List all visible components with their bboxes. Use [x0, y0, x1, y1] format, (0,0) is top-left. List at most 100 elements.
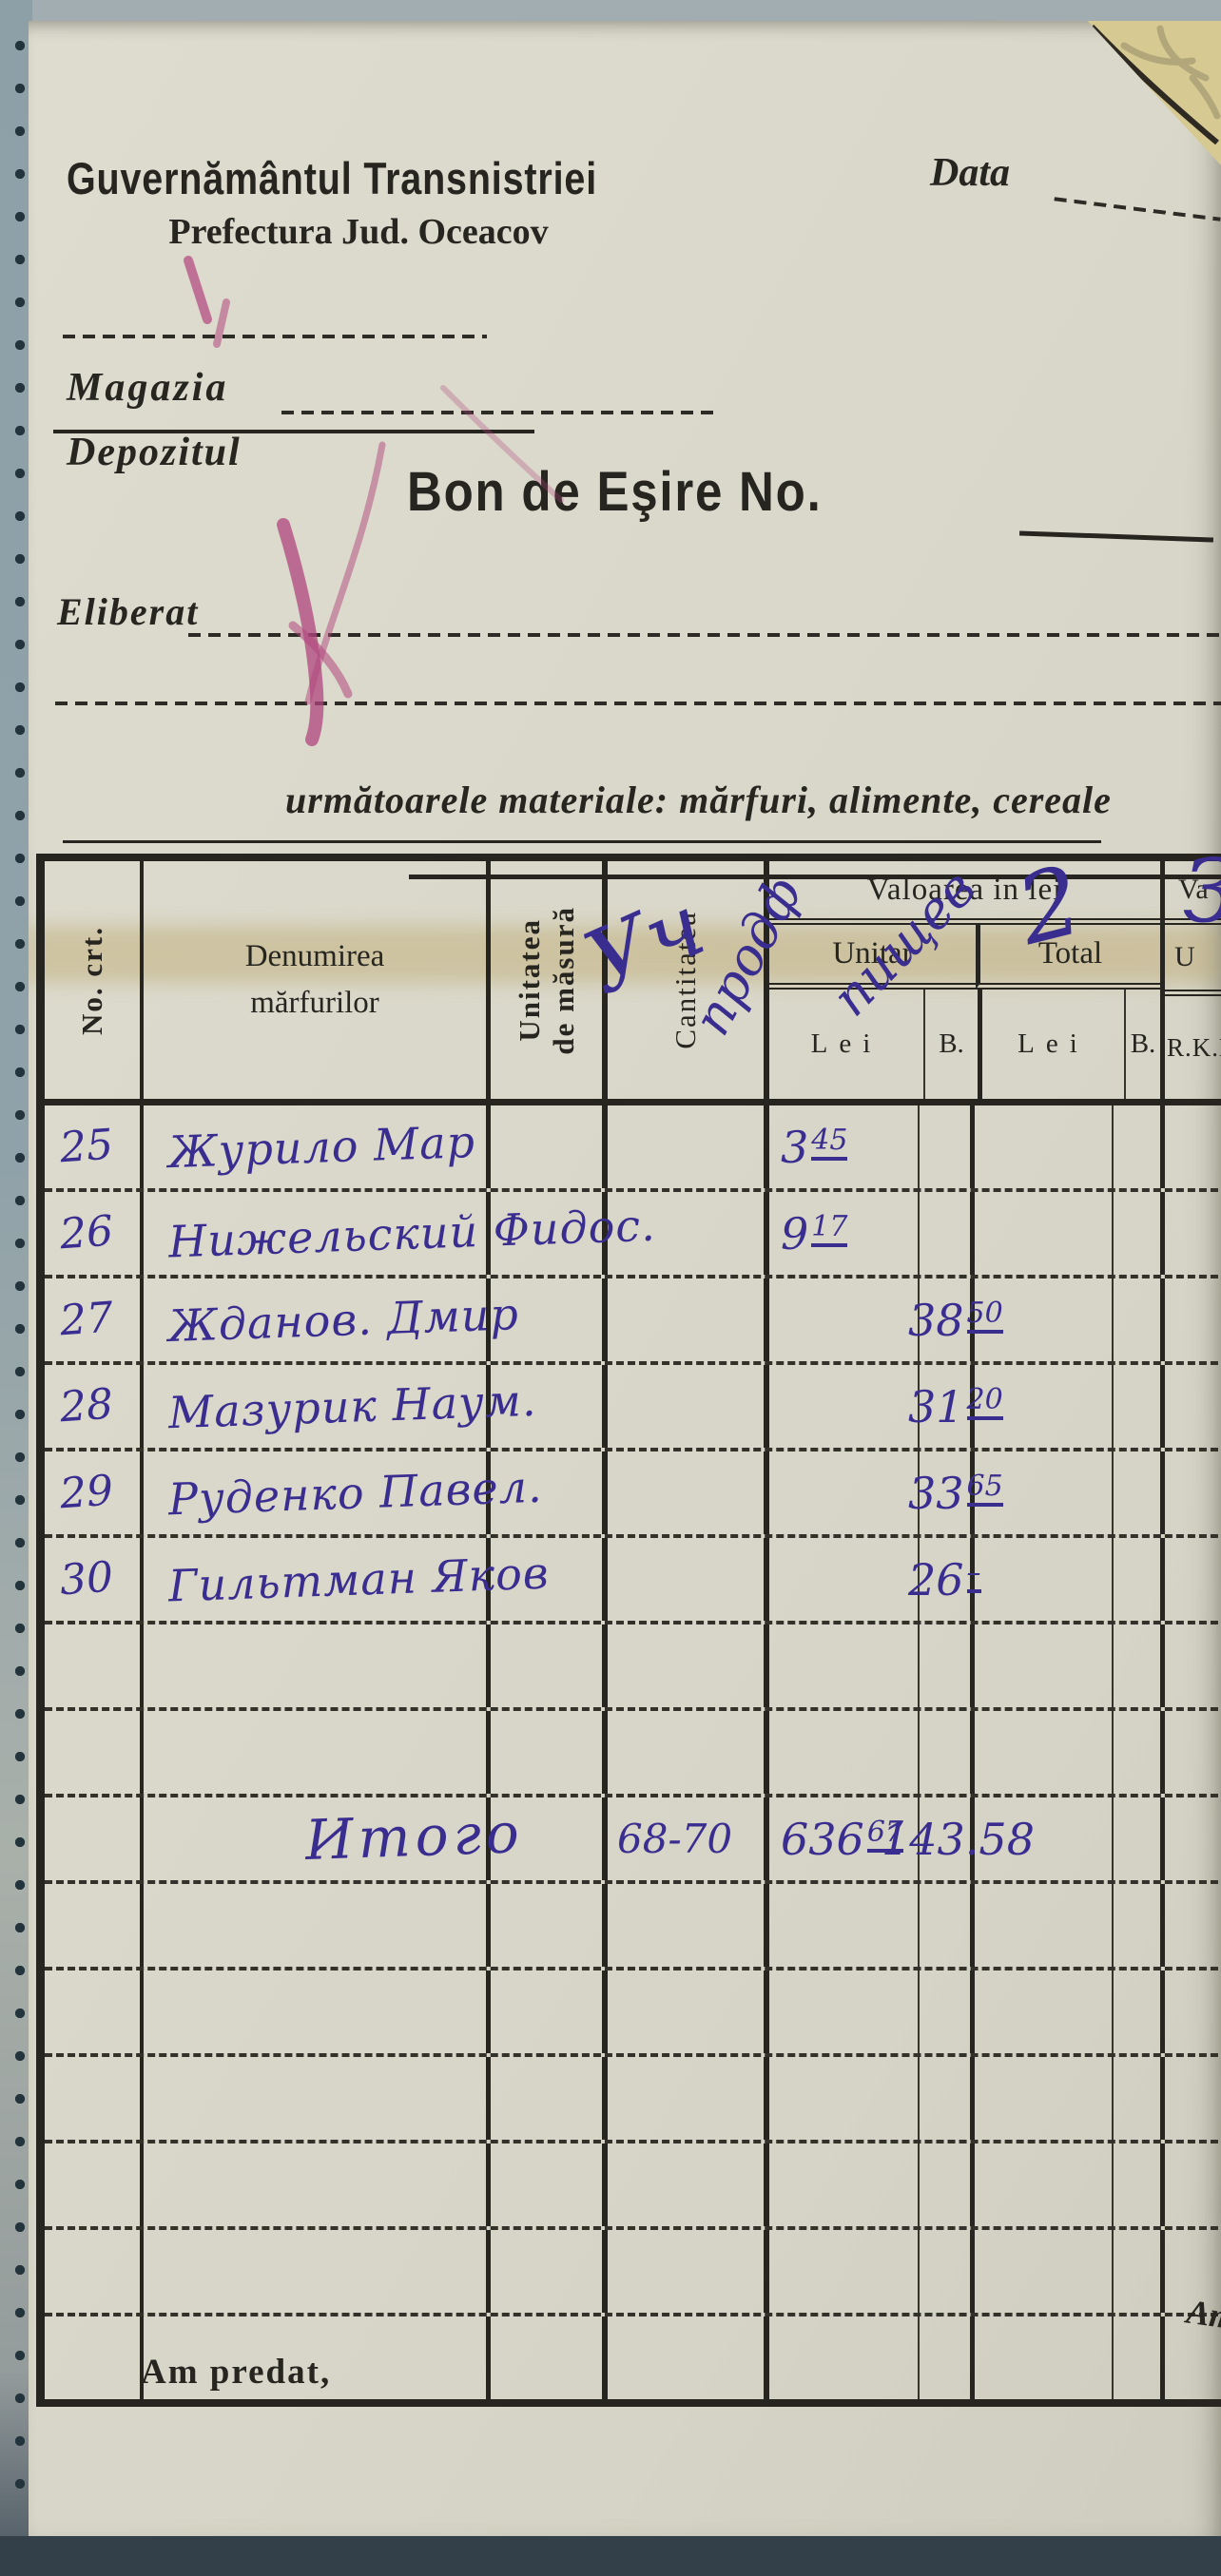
cell-denumirea: [140, 2316, 486, 2399]
table-row: 29 Руденко Павел. 33 65: [45, 1448, 1221, 1534]
cell-unitatea: [486, 2316, 602, 2399]
data-label: Data: [930, 151, 1010, 195]
cell-total-bani: [1112, 1797, 1160, 1880]
perforated-stub-edge: [0, 0, 32, 2576]
header-unitatea: Unitatea de măsură: [486, 861, 602, 1099]
cell-total-bani: [1112, 2316, 1160, 2399]
cell-unitar-lei: 3 45: [764, 1105, 918, 1188]
cell-unitar-bani: [918, 1970, 970, 2053]
cell-rkks: [1160, 2230, 1221, 2313]
cell-total-bani: [1112, 1105, 1160, 1188]
cell-denumirea: [140, 2143, 486, 2226]
cell-unitar-lei: [764, 2230, 918, 2313]
cell-cantitatea: [602, 1278, 764, 1361]
cell-total-lei: 26–: [908, 1538, 1112, 1621]
cell-no: [45, 2230, 140, 2313]
cell-denumirea: Жданов. Дмир: [140, 1278, 520, 1361]
cell-unitatea: [486, 1278, 602, 1361]
header-total-bani: B.: [1124, 990, 1160, 1099]
cell-rkks: [1160, 2057, 1221, 2140]
data-blank-line: [1054, 197, 1221, 221]
cell-total-lei: [970, 1711, 1112, 1794]
cell-unitatea: [486, 1711, 602, 1794]
cell-unitatea: [486, 1365, 602, 1448]
cell-rkks: [1160, 1538, 1221, 1621]
cell-cantitatea: [602, 1970, 764, 2053]
cell-cantitatea: [602, 1451, 764, 1534]
perforation-holes: [0, 25, 32, 2496]
cell-rkks: [1160, 1451, 1221, 1534]
cell-total-bani: [1112, 1192, 1160, 1275]
table-header: No. crt. Denumirea mărfurilor Unitatea d…: [45, 861, 1221, 1105]
cell-cantitatea: [602, 1624, 764, 1707]
cell-unitar-bani: [918, 1884, 970, 1967]
cell-no: 29: [58, 1466, 115, 1519]
cell-no: 28: [58, 1379, 115, 1432]
eliberat-label: Eliberat: [57, 590, 200, 633]
cell-no: [45, 2143, 140, 2226]
org-name: Guvernământul Transnistriei: [67, 153, 598, 203]
cell-unitatea: [486, 1192, 602, 1275]
cell-rkks: [1160, 1365, 1221, 1448]
am-partial-label: Am: [1184, 2292, 1221, 2337]
cell-unitar-lei: [764, 1970, 918, 2053]
desk-surface: [0, 2536, 1221, 2576]
cell-denumirea: [140, 1624, 486, 1707]
header-valoarea-lei-group: Valoarea in lei Unitar Total Lei B. Lei …: [764, 861, 1160, 1099]
cell-unitar-bani: [918, 1538, 970, 1621]
cell-cantitatea: [602, 2057, 764, 2140]
cell-denumirea: Мазурик Наум.: [140, 1365, 537, 1448]
magazia-blank-line: [281, 411, 719, 414]
table-row: 27 Жданов. Дмир 38 50: [45, 1275, 1221, 1361]
table-row: Итого 68-70 636 67 143.58: [45, 1794, 1221, 1880]
cell-total-bani: [1112, 1884, 1160, 1967]
paper-stain: [29, 926, 1221, 983]
cell-denumirea: [140, 1970, 486, 2053]
cell-total-bani: [1112, 2057, 1160, 2140]
cell-denumirea: Гильтман Яков: [140, 1538, 550, 1621]
table-row: [45, 1967, 1221, 2053]
cell-unitatea: [486, 2057, 602, 2140]
table-row: [45, 1621, 1221, 1707]
cell-total-lei: [970, 2316, 1112, 2399]
table-row: 25 Журило Мар 3 45: [45, 1105, 1221, 1188]
header-denumirea: Denumirea mărfurilor: [140, 861, 486, 1099]
cell-total-lei: [970, 1105, 1112, 1188]
cell-unitar-bani: [918, 1711, 970, 1794]
am-predat-label: Am predat,: [141, 2353, 332, 2392]
cell-unitar-lei: [764, 1711, 918, 1794]
form-title: Bon de Eşire No.: [407, 461, 823, 523]
cell-unitar-lei: [764, 1365, 918, 1448]
cell-total-bani: [1112, 1538, 1160, 1621]
cell-unitar-lei: [764, 2143, 918, 2226]
cell-denumirea: Журило Мар: [140, 1105, 486, 1188]
cell-no: [45, 1711, 140, 1794]
cell-no: [45, 1624, 140, 1707]
cell-cantitatea: [602, 1884, 764, 1967]
depozitul-label: Depozitul: [67, 431, 242, 474]
cell-unitatea: [486, 1451, 602, 1534]
cell-total-bani: [1112, 1970, 1160, 2053]
cell-unitar-bani: [918, 2230, 970, 2313]
table-row: [45, 2140, 1221, 2226]
cell-rkks: [1160, 1884, 1221, 1967]
header-no-crt: No. crt.: [75, 925, 108, 1035]
header-unitar: Unitar: [769, 925, 976, 990]
cell-total-bani: [1112, 1624, 1160, 1707]
table-row: [45, 2053, 1221, 2140]
cell-denumirea: Итого: [140, 1797, 525, 1880]
cell-unitatea: [486, 1884, 602, 1967]
cell-cantitatea: [602, 2230, 764, 2313]
cell-total-lei: 33 65: [908, 1451, 1112, 1534]
cell-total-bani: [1112, 2230, 1160, 2313]
goods-table: No. crt. Denumirea mărfurilor Unitatea d…: [36, 854, 1221, 2407]
cell-unitar-lei: [764, 2316, 918, 2399]
table-row: 30 Гильтман Яков 26–: [45, 1534, 1221, 1621]
cell-rkks: [1160, 1970, 1221, 2053]
cell-cantitatea: [602, 1538, 764, 1621]
cell-unitar-bani: [918, 1365, 970, 1448]
table-row: 26 Нижельский Фидос. 9 17: [45, 1188, 1221, 1275]
bon-de-esire-form: Guvernământul Transnistriei Prefectura J…: [29, 21, 1221, 2536]
cell-cantitatea: [602, 1711, 764, 1794]
